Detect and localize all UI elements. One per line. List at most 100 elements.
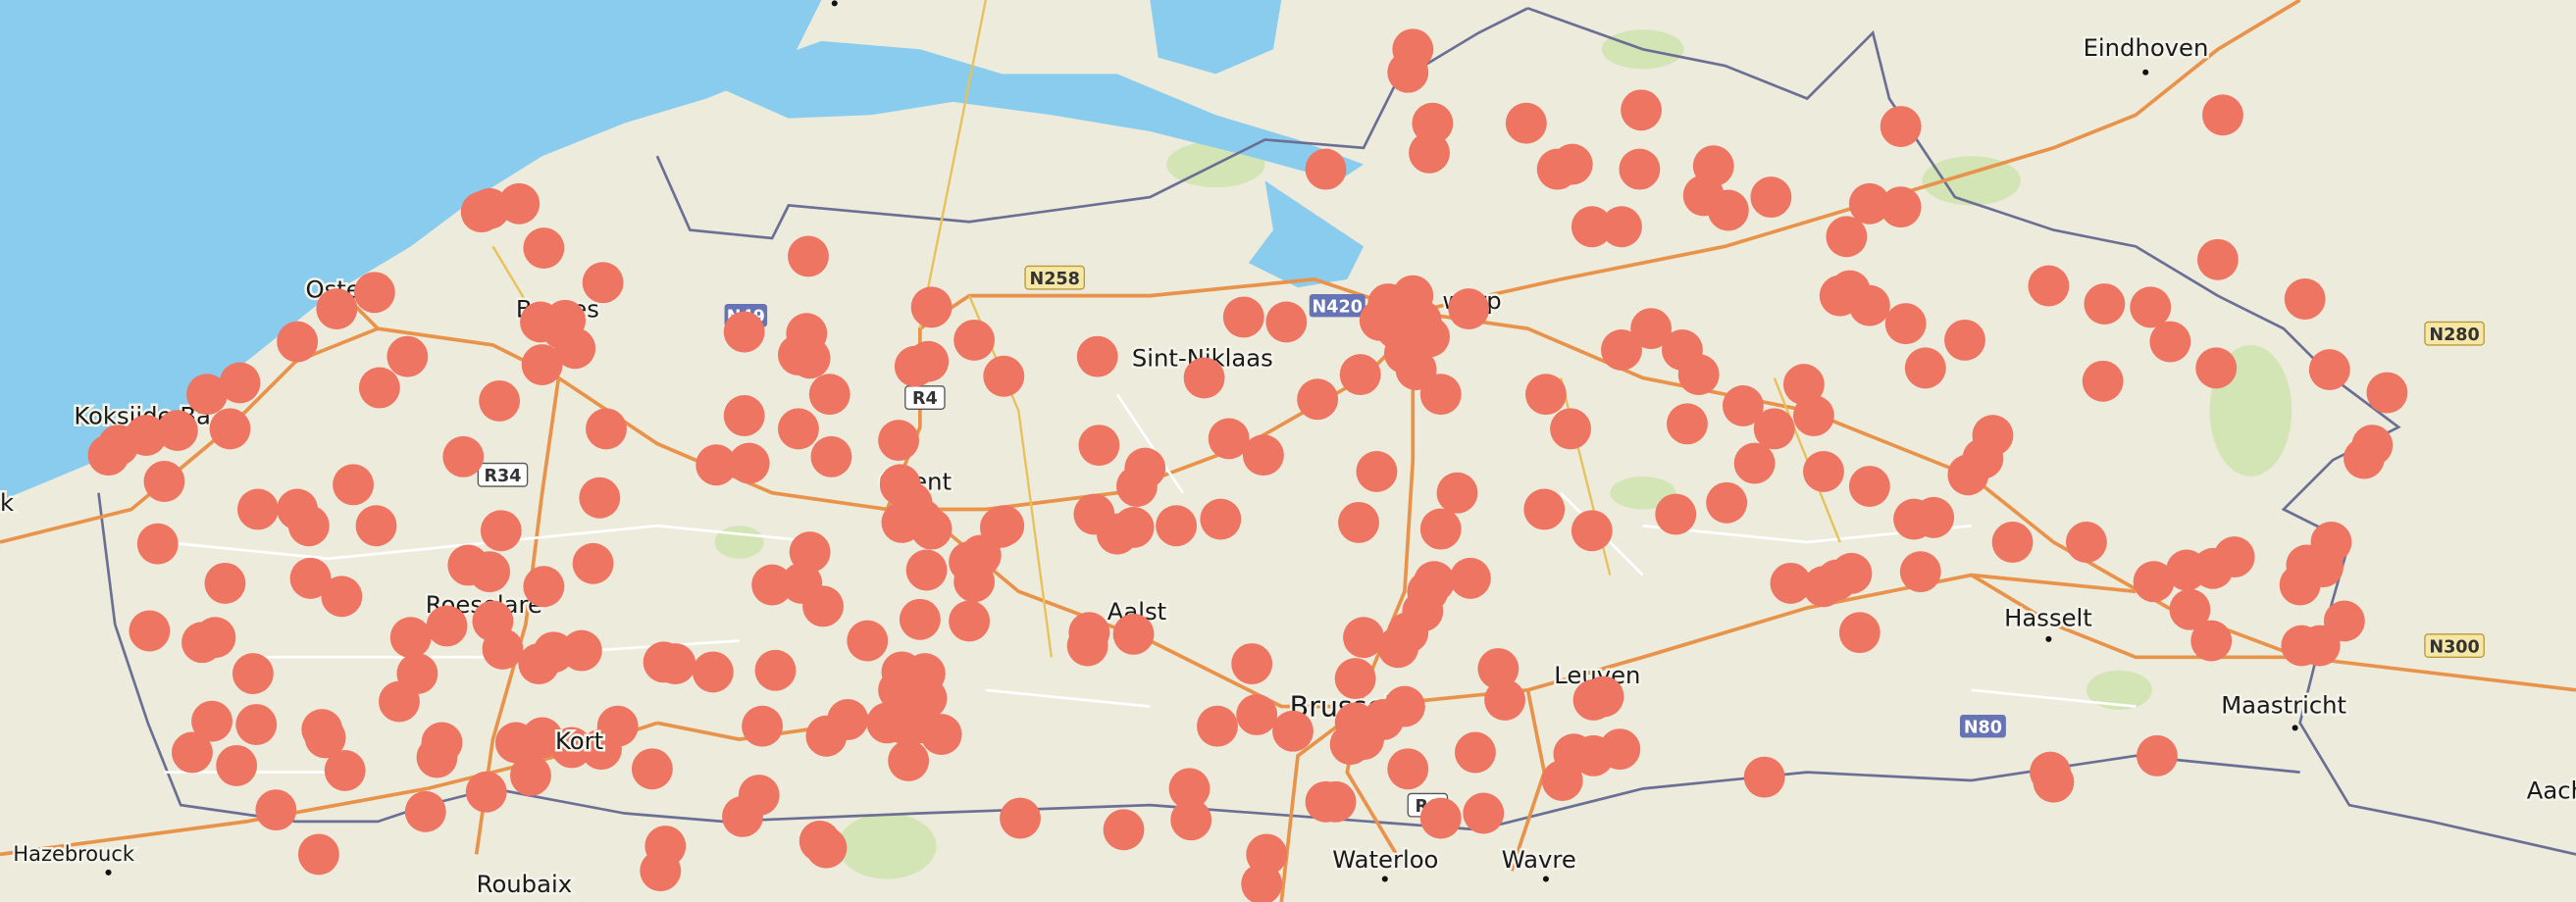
map-marker[interactable]: [1419, 508, 1462, 550]
map-marker[interactable]: [465, 771, 507, 813]
map-marker[interactable]: [1448, 288, 1490, 329]
map-marker[interactable]: [1359, 299, 1401, 341]
map-marker[interactable]: [277, 321, 319, 363]
map-marker[interactable]: [1722, 384, 1764, 426]
map-marker[interactable]: [1338, 501, 1379, 543]
map-marker[interactable]: [1884, 303, 1927, 345]
map-marker[interactable]: [379, 680, 420, 723]
map-marker[interactable]: [1601, 206, 1642, 248]
map-marker[interactable]: [389, 617, 432, 659]
map-marker[interactable]: [723, 395, 765, 436]
map-marker[interactable]: [1753, 408, 1795, 450]
map-marker[interactable]: [321, 576, 363, 618]
map-marker[interactable]: [723, 311, 765, 353]
map-marker[interactable]: [87, 434, 129, 476]
map-marker[interactable]: [983, 355, 1025, 397]
map-marker[interactable]: [1816, 559, 1858, 601]
map-marker[interactable]: [1231, 643, 1273, 684]
map-marker[interactable]: [2190, 620, 2233, 662]
map-marker[interactable]: [586, 408, 627, 450]
map-marker[interactable]: [523, 227, 565, 269]
map-marker[interactable]: [1743, 756, 1785, 798]
map-marker[interactable]: [1947, 454, 1989, 496]
map-marker[interactable]: [255, 789, 297, 831]
map-marker[interactable]: [1551, 143, 1593, 185]
map-marker[interactable]: [572, 542, 614, 584]
map-marker[interactable]: [480, 510, 522, 552]
map-marker[interactable]: [1599, 728, 1641, 771]
map-marker[interactable]: [789, 531, 831, 574]
map-marker[interactable]: [1436, 472, 1478, 514]
map-marker[interactable]: [1913, 496, 1955, 538]
map-marker[interactable]: [2196, 238, 2239, 280]
map-marker[interactable]: [386, 335, 429, 377]
map-marker[interactable]: [1419, 374, 1462, 416]
map-marker[interactable]: [953, 561, 996, 603]
map-marker[interactable]: [1667, 403, 1708, 445]
map-marker[interactable]: [1112, 613, 1155, 655]
map-marker[interactable]: [1826, 216, 1868, 258]
map-marker[interactable]: [788, 235, 829, 277]
map-marker[interactable]: [1334, 658, 1376, 700]
map-marker[interactable]: [579, 476, 621, 519]
map-marker[interactable]: [1463, 792, 1505, 834]
map-marker[interactable]: [1706, 481, 1748, 524]
map-marker[interactable]: [1168, 768, 1211, 810]
map-marker[interactable]: [1899, 551, 1941, 593]
map-marker[interactable]: [899, 598, 941, 640]
map-marker[interactable]: [802, 585, 844, 627]
map-marker[interactable]: [1571, 510, 1613, 552]
map-marker[interactable]: [156, 410, 198, 451]
map-marker[interactable]: [1208, 418, 1250, 460]
map-marker[interactable]: [136, 523, 179, 565]
map-marker[interactable]: [1170, 799, 1212, 841]
map-marker[interactable]: [742, 705, 784, 747]
map-marker[interactable]: [2201, 94, 2243, 136]
map-marker[interactable]: [1505, 102, 1547, 144]
map-marker[interactable]: [204, 562, 246, 604]
map-marker[interactable]: [2082, 360, 2124, 402]
map-marker[interactable]: [2344, 437, 2385, 479]
map-marker[interactable]: [1449, 557, 1491, 599]
map-marker[interactable]: [1305, 780, 1347, 823]
map-marker[interactable]: [1356, 451, 1398, 492]
map-marker[interactable]: [920, 714, 962, 756]
map-marker[interactable]: [949, 600, 991, 642]
map-marker[interactable]: [2195, 347, 2238, 389]
map-marker[interactable]: [1523, 488, 1566, 530]
map-marker[interactable]: [1880, 106, 1922, 147]
map-marker[interactable]: [808, 374, 850, 416]
map-marker[interactable]: [1630, 308, 1673, 350]
map-marker[interactable]: [728, 442, 770, 484]
map-marker[interactable]: [2298, 625, 2341, 667]
map-marker[interactable]: [1419, 797, 1462, 839]
map-marker[interactable]: [2366, 372, 2408, 414]
map-marker[interactable]: [550, 727, 592, 769]
map-marker[interactable]: [1387, 51, 1429, 93]
map-marker[interactable]: [1200, 498, 1242, 540]
map-marker[interactable]: [1265, 301, 1308, 343]
map-marker[interactable]: [827, 699, 869, 740]
map-marker[interactable]: [983, 505, 1025, 547]
map-marker[interactable]: [722, 795, 763, 837]
map-marker[interactable]: [404, 790, 446, 832]
map-marker[interactable]: [1076, 335, 1118, 377]
map-marker[interactable]: [878, 420, 920, 462]
map-marker[interactable]: [1066, 625, 1108, 667]
map-marker[interactable]: [1197, 705, 1238, 747]
map-marker[interactable]: [416, 736, 458, 778]
map-marker[interactable]: [1619, 148, 1661, 190]
map-marker[interactable]: [582, 262, 624, 304]
map-marker[interactable]: [1115, 466, 1158, 507]
map-marker[interactable]: [129, 610, 171, 652]
map-marker[interactable]: [1339, 354, 1381, 396]
map-marker[interactable]: [1662, 328, 1703, 371]
map-marker[interactable]: [1454, 731, 1496, 774]
map-marker[interactable]: [2133, 561, 2175, 603]
map-marker[interactable]: [1750, 176, 1792, 219]
map-marker[interactable]: [1838, 612, 1880, 654]
map-marker[interactable]: [1103, 809, 1145, 851]
map-marker[interactable]: [631, 748, 673, 790]
map-marker[interactable]: [1848, 466, 1890, 507]
map-marker[interactable]: [1477, 648, 1520, 689]
